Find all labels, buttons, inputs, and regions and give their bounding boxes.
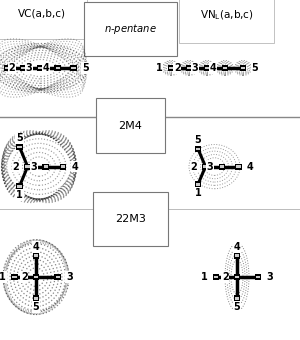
Text: 1: 1	[156, 63, 163, 73]
Bar	[61, 165, 65, 168]
Bar	[196, 183, 200, 186]
Text: 4: 4	[234, 242, 240, 252]
Bar	[56, 276, 60, 278]
Bar	[220, 165, 224, 168]
Bar	[70, 65, 77, 71]
Bar	[34, 297, 38, 300]
Bar	[34, 254, 38, 257]
Bar	[71, 67, 76, 69]
Bar	[187, 67, 191, 69]
Bar	[37, 65, 44, 71]
Text: 2: 2	[222, 272, 229, 282]
Bar	[4, 65, 11, 71]
Bar	[222, 65, 228, 71]
Bar	[234, 253, 240, 259]
Text: VN$_\mathrm{L}$(a,b,c): VN$_\mathrm{L}$(a,b,c)	[200, 8, 253, 22]
Bar	[54, 65, 61, 71]
Text: 22M3: 22M3	[115, 214, 146, 224]
Text: 2: 2	[8, 63, 15, 73]
Bar	[169, 67, 173, 69]
Bar	[11, 274, 18, 280]
Text: 2: 2	[174, 63, 181, 73]
Bar	[235, 254, 239, 257]
Bar	[16, 144, 23, 150]
Text: 5: 5	[234, 302, 240, 312]
Bar	[241, 67, 245, 69]
Bar	[21, 67, 26, 69]
Text: 4: 4	[71, 162, 78, 172]
Bar	[202, 164, 209, 170]
Bar	[240, 65, 246, 71]
Bar	[235, 164, 242, 170]
Bar	[56, 67, 60, 69]
Bar	[33, 274, 39, 280]
Bar	[236, 165, 241, 168]
Bar	[5, 67, 10, 69]
Text: 3: 3	[207, 162, 214, 172]
Bar	[214, 276, 218, 278]
Text: 3: 3	[266, 272, 273, 282]
Bar	[186, 65, 192, 71]
Bar	[235, 297, 239, 300]
Text: 3: 3	[25, 63, 32, 73]
Bar	[235, 276, 239, 278]
Bar	[26, 165, 30, 168]
Bar	[16, 183, 23, 189]
Bar	[195, 146, 201, 152]
Text: 2M4: 2M4	[118, 121, 142, 131]
Text: 1: 1	[201, 272, 208, 282]
Text: 5: 5	[33, 302, 39, 312]
Bar	[24, 164, 31, 170]
Text: 4: 4	[33, 242, 39, 252]
Bar	[54, 274, 61, 280]
Bar	[33, 295, 39, 302]
Bar	[20, 65, 27, 71]
Bar	[219, 164, 225, 170]
Bar	[33, 253, 39, 259]
Text: 2: 2	[190, 162, 197, 172]
Bar	[17, 185, 22, 188]
Bar	[60, 164, 66, 170]
Text: 2: 2	[21, 272, 28, 282]
Text: 3: 3	[31, 162, 37, 172]
Text: 3: 3	[66, 272, 73, 282]
Bar	[204, 65, 210, 71]
Bar	[168, 65, 174, 71]
Bar	[17, 146, 22, 148]
Text: 4: 4	[210, 63, 217, 73]
Bar	[256, 276, 260, 278]
Text: 1: 1	[16, 190, 23, 200]
Bar	[38, 67, 43, 69]
Bar	[223, 67, 227, 69]
Text: 5: 5	[195, 135, 201, 146]
Bar	[42, 164, 49, 170]
Bar	[205, 67, 209, 69]
Text: 5: 5	[16, 133, 23, 143]
Bar	[234, 295, 240, 302]
Text: 1: 1	[0, 272, 6, 282]
Bar	[213, 274, 219, 280]
Text: $n$-pentane: $n$-pentane	[104, 22, 157, 36]
Bar	[195, 181, 201, 187]
Bar	[203, 165, 208, 168]
Bar	[34, 276, 38, 278]
Bar	[196, 148, 200, 150]
Text: 5: 5	[82, 63, 89, 73]
Bar	[255, 274, 261, 280]
Bar	[234, 274, 240, 280]
Text: 4: 4	[247, 162, 254, 172]
Text: 3: 3	[192, 63, 199, 73]
Text: 4: 4	[43, 63, 49, 73]
Text: 5: 5	[251, 63, 258, 73]
Text: 2: 2	[13, 162, 19, 172]
Bar	[12, 276, 16, 278]
Text: 1: 1	[195, 188, 201, 198]
Text: VC(a,b,c): VC(a,b,c)	[18, 8, 66, 18]
Bar	[44, 165, 48, 168]
